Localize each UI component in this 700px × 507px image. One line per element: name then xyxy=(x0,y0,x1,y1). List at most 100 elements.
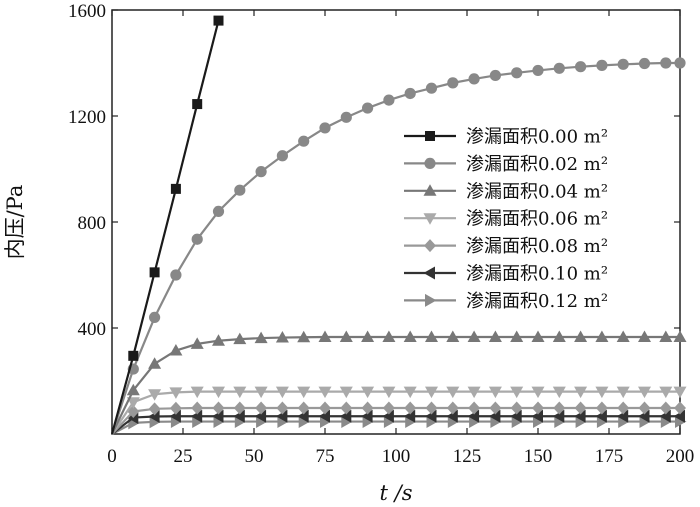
y-tick-label: 1600 xyxy=(68,1,106,22)
data-point xyxy=(148,389,162,401)
data-point xyxy=(596,59,608,71)
data-point xyxy=(553,401,566,415)
series-line xyxy=(110,20,220,435)
data-point xyxy=(255,166,267,178)
data-point xyxy=(468,73,480,85)
data-point xyxy=(403,386,417,399)
data-point xyxy=(574,330,588,343)
data-point xyxy=(298,135,310,147)
series-line xyxy=(111,415,680,435)
data-point xyxy=(319,401,331,415)
data-point xyxy=(169,409,181,423)
data-point xyxy=(617,58,629,70)
data-point xyxy=(673,409,685,423)
legend-item: 渗漏面积0.08 m² xyxy=(404,236,608,257)
legend-item: 渗漏面积0.10 m² xyxy=(404,264,608,285)
data-point xyxy=(148,357,162,369)
data-point xyxy=(254,331,268,344)
data-point xyxy=(361,409,373,423)
y-tick-label: 1200 xyxy=(68,107,106,128)
y-tick-label: 400 xyxy=(78,319,107,340)
x-tick-label: 200 xyxy=(666,446,695,467)
data-point xyxy=(276,401,289,415)
legend-label: 渗漏面积0.00 m² xyxy=(466,127,608,148)
data-point xyxy=(511,67,523,79)
data-point xyxy=(319,122,331,134)
data-point xyxy=(553,62,565,74)
data-point xyxy=(425,82,438,94)
data-point xyxy=(233,386,247,399)
data-point xyxy=(404,87,416,100)
legend-marker xyxy=(424,239,436,253)
data-point xyxy=(234,184,246,196)
data-point xyxy=(467,330,481,343)
data-point xyxy=(425,409,437,423)
data-point xyxy=(318,330,332,343)
legend-item: 渗漏面积0.00 m² xyxy=(404,127,608,148)
data-point xyxy=(638,409,650,423)
y-tick-label: 800 xyxy=(78,213,107,234)
data-point xyxy=(233,409,245,423)
data-point xyxy=(169,344,183,356)
data-point xyxy=(595,401,608,415)
x-tick-label: 0 xyxy=(107,446,117,467)
series-2 xyxy=(111,330,687,435)
data-point xyxy=(190,337,204,349)
data-point xyxy=(531,386,545,399)
data-point xyxy=(467,386,481,399)
data-point xyxy=(340,401,353,415)
data-point xyxy=(254,409,267,423)
data-point xyxy=(340,111,352,123)
series-4 xyxy=(111,401,686,435)
data-point xyxy=(552,330,566,343)
data-point xyxy=(212,409,224,423)
data-point xyxy=(126,397,140,409)
legend-label: 渗漏面积0.06 m² xyxy=(466,209,608,230)
data-point xyxy=(297,401,310,415)
data-point xyxy=(488,409,501,423)
data-point xyxy=(425,330,438,343)
series-3 xyxy=(111,386,687,435)
legend-marker xyxy=(425,293,437,307)
data-point xyxy=(446,386,460,399)
data-point xyxy=(169,387,183,399)
data-point xyxy=(361,330,375,343)
data-point xyxy=(659,386,673,399)
data-point xyxy=(488,330,502,343)
data-point xyxy=(254,386,268,399)
data-point xyxy=(673,330,687,343)
data-point xyxy=(531,409,543,423)
data-point xyxy=(425,386,438,399)
data-point xyxy=(446,401,459,415)
legend-marker xyxy=(423,184,437,196)
data-point xyxy=(213,15,224,26)
data-point xyxy=(489,401,502,415)
data-point xyxy=(382,386,396,399)
series-line xyxy=(110,61,680,435)
data-point xyxy=(297,409,309,423)
data-point xyxy=(638,386,651,399)
data-point xyxy=(617,401,630,415)
data-point xyxy=(447,77,459,89)
data-point xyxy=(552,386,566,399)
data-point xyxy=(659,409,671,423)
data-point xyxy=(126,383,140,396)
legend-label: 渗漏面积0.02 m² xyxy=(466,154,608,175)
data-point xyxy=(467,409,480,423)
data-point xyxy=(362,102,374,114)
data-point xyxy=(148,402,161,416)
data-point xyxy=(170,183,181,194)
data-point xyxy=(403,409,416,423)
data-point xyxy=(276,150,288,162)
data-point xyxy=(574,386,588,399)
legend-label: 渗漏面积0.10 m² xyxy=(466,264,608,285)
legend-item: 渗漏面积0.04 m² xyxy=(404,181,608,202)
data-point xyxy=(128,350,139,361)
data-point xyxy=(616,330,630,343)
data-point xyxy=(489,69,501,82)
data-point xyxy=(468,401,481,415)
data-point xyxy=(361,386,375,399)
data-point xyxy=(659,330,673,343)
y-axis-label: 内压/Pa xyxy=(3,185,27,260)
data-point xyxy=(192,99,203,110)
